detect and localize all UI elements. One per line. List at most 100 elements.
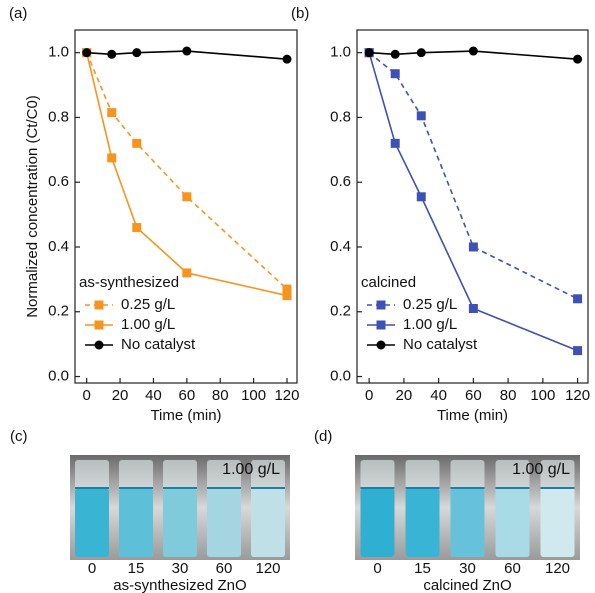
marker: [282, 291, 292, 301]
marker: [573, 294, 583, 304]
time-label: 15: [414, 560, 431, 577]
y-axis-label: Normalized concentration (Ct/C0): [24, 95, 41, 318]
legend-label: 1.00 g/L: [121, 316, 175, 333]
marker: [182, 46, 192, 56]
photo-caption: as-synthesized ZnO: [113, 577, 246, 593]
x-tick-label: 100: [241, 387, 266, 404]
marker: [282, 54, 292, 64]
marker: [82, 48, 92, 58]
marker: [107, 153, 117, 163]
legend-label: No catalyst: [403, 336, 478, 353]
plot-frame: [356, 29, 589, 384]
marker: [376, 300, 386, 310]
panel-label: (a): [9, 5, 27, 22]
marker: [390, 49, 400, 59]
time-label: 15: [128, 560, 145, 577]
concentration-label: 1.00 g/L: [222, 461, 280, 478]
legend-label: 0.25 g/L: [121, 296, 175, 313]
x-tick-label: 120: [565, 387, 590, 404]
tube-liquid: [405, 488, 440, 557]
y-tick-label: 1.0: [48, 44, 69, 61]
tube-liquid: [251, 488, 285, 557]
tube-liquid: [495, 488, 530, 557]
marker: [364, 48, 374, 58]
x-tick-label: 20: [112, 387, 129, 404]
marker: [390, 69, 400, 79]
marker: [182, 268, 192, 278]
series-line: [368, 52, 578, 300]
y-tick-label: 0.6: [48, 173, 69, 190]
tube-liquid: [540, 488, 575, 557]
x-tick-label: 40: [145, 387, 162, 404]
legend-title: as-synthesized: [79, 274, 179, 291]
marker: [416, 192, 426, 202]
x-tick-label: 20: [396, 387, 413, 404]
marker: [132, 138, 142, 148]
tube-liquid: [360, 488, 395, 557]
time-label: 30: [172, 560, 189, 577]
time-label: 0: [373, 560, 381, 577]
x-axis-label: Time (min): [150, 407, 221, 424]
y-tick-label: 0.0: [48, 367, 69, 384]
x-tick-label: 120: [274, 387, 299, 404]
marker: [376, 320, 386, 330]
marker: [468, 304, 478, 314]
time-label: 30: [459, 560, 476, 577]
marker: [94, 320, 104, 330]
tube-liquid: [207, 488, 241, 557]
panel-label: (c): [10, 428, 28, 445]
marker: [390, 138, 400, 148]
marker: [94, 300, 104, 310]
marker: [376, 340, 386, 350]
y-tick-label: 0.2: [330, 303, 351, 320]
y-tick-label: 0.4: [330, 238, 351, 255]
x-tick-label: 60: [465, 387, 482, 404]
panel-label: (d): [314, 428, 332, 445]
legend-label: 1.00 g/L: [403, 316, 457, 333]
time-label: 60: [216, 560, 233, 577]
x-tick-label: 0: [83, 387, 91, 404]
tube-liquid: [119, 488, 153, 557]
x-tick-label: 100: [530, 387, 555, 404]
x-axis-label: Time (min): [437, 407, 508, 424]
marker: [182, 192, 192, 202]
y-tick-label: 0.2: [48, 303, 69, 320]
marker: [468, 46, 478, 56]
legend-label: 0.25 g/L: [403, 296, 457, 313]
tube-liquid: [163, 488, 197, 557]
x-tick-label: 0: [365, 387, 373, 404]
marker: [573, 54, 583, 64]
time-label: 0: [88, 560, 96, 577]
series-line: [85, 52, 288, 297]
marker: [107, 108, 117, 118]
x-tick-label: 40: [430, 387, 447, 404]
marker: [416, 111, 426, 121]
time-label: 120: [545, 560, 570, 577]
plot-frame: [74, 29, 298, 384]
legend-title: calcined: [361, 274, 416, 291]
y-tick-label: 0.4: [48, 238, 69, 255]
x-tick-label: 80: [500, 387, 517, 404]
marker: [132, 48, 142, 58]
marker: [132, 223, 142, 233]
panel-label: (b): [291, 5, 309, 22]
marker: [107, 49, 117, 59]
legend-label: No catalyst: [121, 336, 196, 353]
marker: [416, 48, 426, 58]
y-tick-label: 0.6: [330, 173, 351, 190]
tube-liquid: [450, 488, 485, 557]
y-tick-label: 0.0: [330, 367, 351, 384]
tube-liquid: [75, 488, 109, 557]
time-label: 120: [255, 560, 280, 577]
marker: [282, 284, 292, 294]
y-tick-label: 1.0: [330, 44, 351, 61]
marker: [468, 242, 478, 252]
x-tick-label: 80: [212, 387, 229, 404]
concentration-label: 1.00 g/L: [512, 461, 570, 478]
y-tick-label: 0.8: [48, 108, 69, 125]
photo-caption: calcined ZnO: [423, 577, 511, 593]
marker: [573, 346, 583, 356]
x-tick-label: 60: [178, 387, 195, 404]
time-label: 60: [504, 560, 521, 577]
